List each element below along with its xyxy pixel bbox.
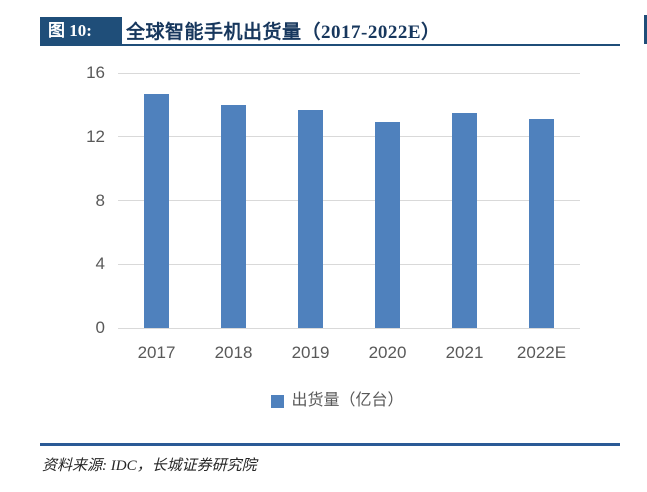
chart-legend: 出货量（亿台） bbox=[100, 390, 575, 412]
y-axis-tick-label: 16 bbox=[86, 63, 105, 82]
y-axis-tick-label: 8 bbox=[95, 190, 105, 210]
bar-2019 bbox=[298, 109, 323, 328]
table-cell-border bbox=[644, 15, 647, 44]
bar-2020 bbox=[375, 122, 400, 328]
y-axis-tick-label: 12 bbox=[86, 126, 105, 146]
y-axis-tick-label: 4 bbox=[95, 254, 105, 274]
header-underline bbox=[40, 44, 620, 46]
gridline bbox=[118, 200, 580, 201]
x-axis-tick-label: 2021 bbox=[445, 343, 484, 362]
gridline bbox=[118, 72, 580, 74]
x-axis-tick-label: 2018 bbox=[214, 343, 253, 362]
legend-label: 出货量（亿台） bbox=[291, 392, 404, 409]
y-axis-tick-label: 0 bbox=[95, 318, 105, 337]
x-axis-tick-label: 2019 bbox=[291, 343, 330, 362]
bar-2021 bbox=[452, 112, 477, 328]
footer-divider bbox=[40, 443, 620, 446]
x-axis-tick-label: 2017 bbox=[137, 343, 176, 362]
gridline bbox=[118, 327, 580, 329]
bar-2018 bbox=[221, 104, 246, 328]
bar-chart: 0 4 8 12 16 2017 2018 2019 2020 2021 2022E bbox=[86, 63, 580, 362]
x-axis-tick-label: 2020 bbox=[368, 343, 407, 362]
figure-header: 图 10: 全球智能手机出货量（2017-2022E） bbox=[40, 16, 441, 44]
gridline bbox=[118, 263, 580, 265]
figure-title: 全球智能手机出货量（2017-2022E） bbox=[126, 21, 441, 43]
source-note: 资料来源: IDC，长城证券研究院 bbox=[42, 458, 257, 474]
bar-2017 bbox=[144, 93, 169, 328]
gridline bbox=[118, 136, 580, 138]
x-axis-tick-label: 2022E bbox=[516, 343, 567, 362]
legend-swatch bbox=[271, 394, 285, 408]
bar-2022E bbox=[529, 119, 554, 328]
figure-number-badge: 图 10: bbox=[40, 16, 122, 44]
